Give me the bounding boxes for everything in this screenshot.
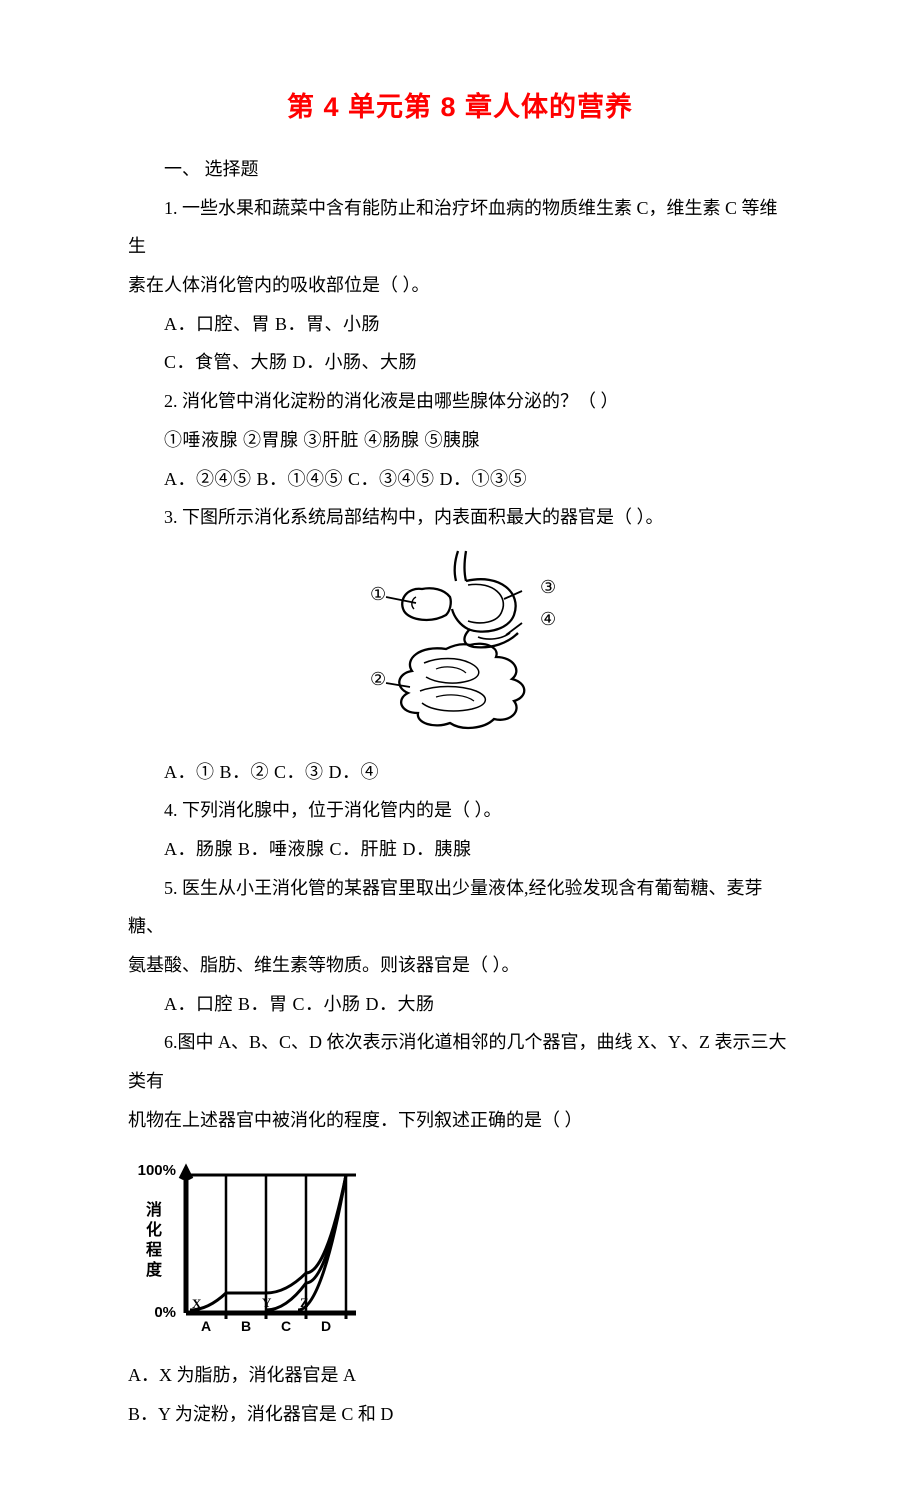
svg-text:Y: Y bbox=[262, 1295, 272, 1310]
svg-text:Z: Z bbox=[300, 1295, 309, 1310]
q3-options: A．① B．② C．③ D．④ bbox=[128, 753, 792, 792]
q1-options-line2: C．食管、大肠 D．小肠、大肠 bbox=[128, 343, 792, 382]
q6-stem-line2: 机物在上述器官中被消化的程度．下列叙述正确的是（ ） bbox=[128, 1101, 792, 1140]
digestion-curve-chart: 100% 0% 消化程度 A B C D X Y Z bbox=[128, 1145, 378, 1340]
q4-stem: 4. 下列消化腺中，位于消化管内的是（ ）。 bbox=[128, 791, 792, 830]
svg-text:C: C bbox=[281, 1318, 291, 1334]
section-heading: 一、 选择题 bbox=[128, 150, 792, 189]
svg-text:A: A bbox=[201, 1318, 211, 1334]
q2-options: A．②④⑤ B．①④⑤ C．③④⑤ D．①③⑤ bbox=[128, 460, 792, 499]
q5-options: A．口腔 B．胃 C．小肠 D．大肠 bbox=[128, 985, 792, 1024]
svg-text:③: ③ bbox=[540, 577, 556, 597]
svg-text:②: ② bbox=[370, 669, 386, 689]
q6-chart: 100% 0% 消化程度 A B C D X Y Z bbox=[128, 1145, 792, 1354]
digestive-diagram: ① ② ③ ④ bbox=[350, 545, 570, 735]
svg-text:B: B bbox=[241, 1318, 251, 1334]
q1-stem-line2: 素在人体消化管内的吸收部位是（ ）。 bbox=[128, 266, 792, 305]
svg-text:①: ① bbox=[370, 584, 386, 604]
page: 第 4 单元第 8 章人体的营养 一、 选择题 1. 一些水果和蔬菜中含有能防止… bbox=[0, 0, 920, 1494]
svg-text:程: 程 bbox=[146, 1241, 162, 1259]
q1-stem-line1: 1. 一些水果和蔬菜中含有能防止和治疗坏血病的物质维生素 C，维生素 C 等维生 bbox=[128, 189, 792, 266]
svg-text:0%: 0% bbox=[154, 1304, 176, 1321]
q3-figure: ① ② ③ ④ bbox=[128, 545, 792, 749]
q5-stem-line1: 5. 医生从小王消化管的某器官里取出少量液体,经化验发现含有葡萄糖、麦芽糖、 bbox=[128, 869, 792, 946]
q3-stem: 3. 下图所示消化系统局部结构中，内表面积最大的器官是（ ）。 bbox=[128, 498, 792, 537]
q2-stem: 2. 消化管中消化淀粉的消化液是由哪些腺体分泌的？（ ） bbox=[128, 382, 792, 421]
q1-options-line1: A．口腔、胃 B．胃、小肠 bbox=[128, 305, 792, 344]
page-title: 第 4 单元第 8 章人体的营养 bbox=[128, 78, 792, 136]
svg-text:100%: 100% bbox=[138, 1162, 176, 1179]
q4-options: A．肠腺 B．唾液腺 C．肝脏 D．胰腺 bbox=[128, 830, 792, 869]
svg-text:④: ④ bbox=[540, 609, 556, 629]
q6-option-a: A．X 为脂肪，消化器官是 A bbox=[128, 1356, 792, 1395]
svg-text:化: 化 bbox=[146, 1220, 162, 1239]
q5-stem-line2: 氨基酸、脂肪、维生素等物质。则该器官是（ ）。 bbox=[128, 946, 792, 985]
svg-text:度: 度 bbox=[146, 1260, 163, 1279]
svg-text:消: 消 bbox=[146, 1200, 162, 1219]
svg-text:X: X bbox=[192, 1296, 202, 1311]
svg-text:D: D bbox=[321, 1318, 331, 1334]
q6-stem-line1: 6.图中 A、B、C、D 依次表示消化道相邻的几个器官，曲线 X、Y、Z 表示三… bbox=[128, 1023, 792, 1100]
q2-list: ①唾液腺 ②胃腺 ③肝脏 ④肠腺 ⑤胰腺 bbox=[128, 421, 792, 460]
q6-option-b: B．Y 为淀粉，消化器官是 C 和 D bbox=[128, 1395, 792, 1434]
